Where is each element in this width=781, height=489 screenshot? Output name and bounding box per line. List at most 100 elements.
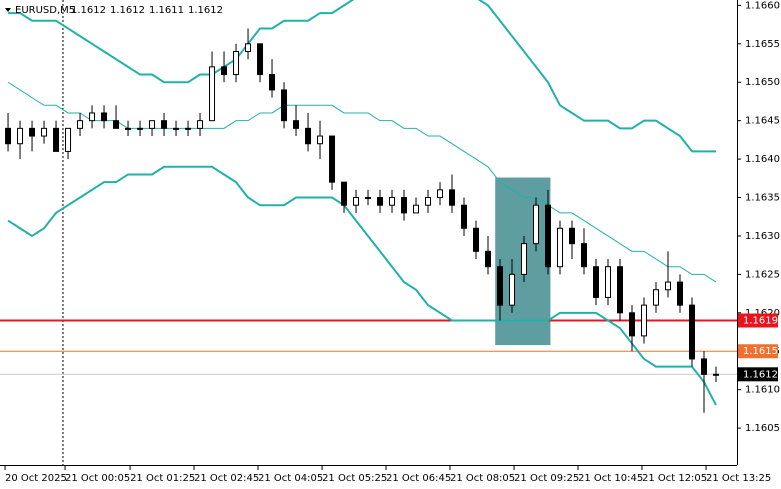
- candle-body: [209, 66, 216, 122]
- candle-body: [173, 127, 180, 130]
- candle-body: [65, 127, 72, 152]
- candle-body: [161, 120, 168, 129]
- candle-body: [485, 250, 492, 268]
- price-label-box: [738, 344, 778, 359]
- candle-body: [281, 89, 288, 122]
- candle-body: [413, 204, 420, 214]
- x-tick-label: 21 Oct 06:45: [386, 473, 451, 484]
- ohlc-value: 1.1612: [110, 5, 145, 16]
- candle-body: [497, 266, 504, 306]
- candle-body: [377, 197, 384, 206]
- price-label-box: [738, 367, 778, 382]
- price-label-box: [738, 313, 778, 328]
- candle-body: [437, 189, 444, 199]
- bollinger-band: [8, 0, 717, 153]
- bollinger-band: [7, 165, 717, 406]
- candle-body: [341, 181, 348, 206]
- candle-body: [353, 197, 360, 206]
- x-tick-label: 20 Oct 2025: [5, 473, 67, 484]
- candle-body: [29, 127, 36, 137]
- x-tick-label: 21 Oct 12:05: [642, 473, 707, 484]
- candle-body: [365, 197, 372, 200]
- candle-body: [701, 358, 708, 375]
- y-tick-label: 1.1655: [745, 39, 780, 50]
- menu-arrow[interactable]: [5, 8, 11, 12]
- plot-area: [0, 0, 737, 465]
- candle-body: [425, 197, 432, 206]
- candle-body: [149, 120, 156, 129]
- x-tick-label: 21 Oct 09:25: [514, 473, 579, 484]
- candle-body: [89, 112, 96, 122]
- candle-body: [101, 112, 108, 122]
- candle-body: [629, 312, 636, 337]
- candle-body: [545, 204, 552, 268]
- y-tick-label: 1.1660: [745, 0, 780, 11]
- candle-body: [77, 120, 84, 129]
- candle-body: [125, 127, 132, 130]
- candle-body: [617, 266, 624, 314]
- candle-body: [41, 127, 48, 137]
- ohlc-value: 1.1612: [71, 5, 106, 16]
- candle-body: [233, 50, 240, 76]
- bollinger-band: [7, 81, 717, 283]
- x-tick-label: 21 Oct 13:25: [706, 473, 771, 484]
- x-tick-label: 21 Oct 01:25: [130, 473, 195, 484]
- x-tick-label: 21 Oct 05:25: [322, 473, 387, 484]
- candle-body: [521, 243, 528, 275]
- candle-body: [257, 43, 264, 76]
- candle-body: [461, 204, 468, 229]
- ohlc-value: 1.1611: [149, 5, 184, 16]
- price-label: 1.1612: [743, 369, 778, 380]
- y-tick-label: 1.1650: [745, 77, 780, 88]
- y-tick-label: 1.1620: [745, 308, 780, 319]
- candle-body: [473, 227, 480, 252]
- candle-body: [53, 127, 60, 152]
- price-label: 1.1619: [743, 316, 778, 327]
- candle-body: [533, 204, 540, 245]
- y-tick-label: 1.1625: [745, 269, 780, 280]
- price-label: 1.1615: [743, 346, 778, 357]
- candle-body: [581, 243, 588, 268]
- symbol: EURUSD,M5: [15, 5, 75, 16]
- ohlc-value: 1.1612: [188, 5, 223, 16]
- candle-body: [329, 135, 336, 183]
- candle-body: [293, 120, 300, 129]
- candle-body: [689, 304, 696, 360]
- candle-body: [713, 373, 720, 376]
- candle-body: [137, 127, 144, 130]
- candle-body: [221, 66, 228, 76]
- candle-body: [317, 135, 324, 145]
- candle-body: [185, 127, 192, 130]
- candle-body: [17, 127, 24, 145]
- candle-body: [269, 74, 276, 91]
- y-tick-label: 1.1645: [745, 116, 780, 127]
- y-tick-label: 1.1635: [745, 193, 780, 204]
- x-tick-label: 21 Oct 10:45: [578, 473, 643, 484]
- candle-body: [5, 127, 12, 145]
- candle-body: [245, 43, 252, 52]
- candle-body: [449, 189, 456, 206]
- candle-body: [641, 304, 648, 337]
- candle-body: [113, 120, 120, 129]
- candle-body: [401, 197, 408, 214]
- candle-body: [569, 227, 576, 245]
- candle-body: [605, 266, 612, 298]
- candle-body: [665, 281, 672, 291]
- candle-body: [653, 289, 660, 306]
- y-tick-label: 1.1640: [745, 154, 780, 165]
- candle-body: [677, 281, 684, 306]
- x-tick-label: 21 Oct 08:05: [450, 473, 515, 484]
- candle-body: [509, 273, 516, 306]
- y-tick-label: 1.1610: [745, 385, 780, 396]
- x-tick-label: 21 Oct 00:05: [65, 473, 130, 484]
- candle-body: [557, 227, 564, 268]
- y-tick-label: 1.1630: [745, 231, 780, 242]
- x-tick-label: 21 Oct 02:45: [194, 473, 259, 484]
- y-tick-label: 1.1605: [745, 423, 780, 434]
- candle-body: [197, 120, 204, 129]
- candle-body: [305, 127, 312, 145]
- candle-body: [389, 197, 396, 206]
- x-tick-label: 21 Oct 04:05: [258, 473, 323, 484]
